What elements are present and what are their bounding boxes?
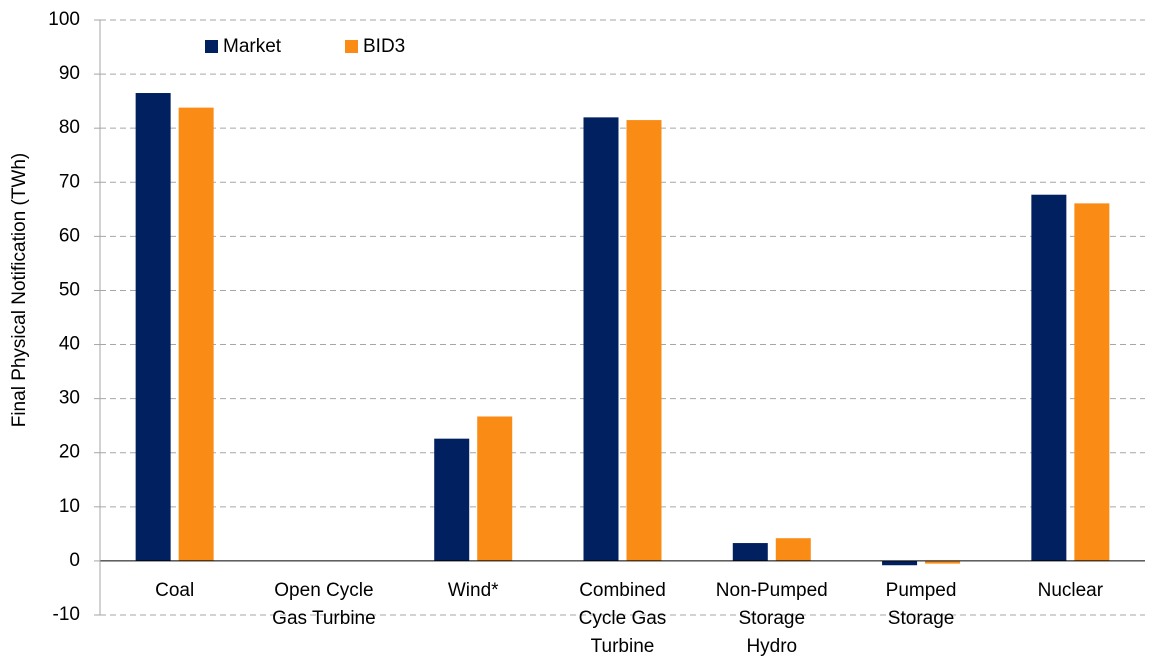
- x-tick-label: Coal: [155, 580, 194, 601]
- bar: [626, 120, 662, 561]
- x-tick-label: Non-Pumped Storage Hydro: [716, 580, 828, 657]
- bar: [583, 117, 619, 561]
- y-tick-label: 10: [59, 496, 80, 517]
- bar: [1031, 194, 1067, 561]
- x-tick-label: Pumped Storage: [886, 580, 957, 629]
- bar: [477, 416, 513, 561]
- bar: [732, 543, 768, 561]
- y-tick-label: 40: [59, 334, 80, 355]
- bar: [775, 538, 811, 561]
- x-tick-label: Nuclear: [1038, 580, 1104, 601]
- y-tick-label: 50: [59, 279, 80, 300]
- bar: [178, 107, 214, 561]
- bar: [135, 93, 171, 561]
- y-tick-label: 80: [59, 117, 80, 138]
- y-tick-label: 20: [59, 442, 80, 463]
- x-tick-label: Open Cycle Gas Turbine: [272, 580, 376, 629]
- legend-swatch: [345, 40, 358, 53]
- y-tick-label: 0: [69, 550, 80, 571]
- legend-label: Market: [223, 36, 282, 57]
- x-tick-label: Combined Cycle Gas Turbine: [579, 580, 667, 657]
- x-tick-label: Wind*: [448, 580, 499, 601]
- y-tick-label: 30: [59, 388, 80, 409]
- y-tick-label: 70: [59, 171, 80, 192]
- legend-label: BID3: [363, 36, 405, 57]
- y-axis-label: Final Physical Notification (TWh): [9, 153, 30, 428]
- y-tick-label: -10: [53, 604, 80, 625]
- y-tick-label: 100: [48, 9, 80, 30]
- legend-swatch: [205, 40, 218, 53]
- y-tick-label: 90: [59, 63, 80, 84]
- bar: [434, 438, 470, 561]
- y-tick-label: 60: [59, 225, 80, 246]
- bar: [1074, 203, 1110, 561]
- bar: [925, 560, 961, 564]
- bar: [882, 560, 918, 566]
